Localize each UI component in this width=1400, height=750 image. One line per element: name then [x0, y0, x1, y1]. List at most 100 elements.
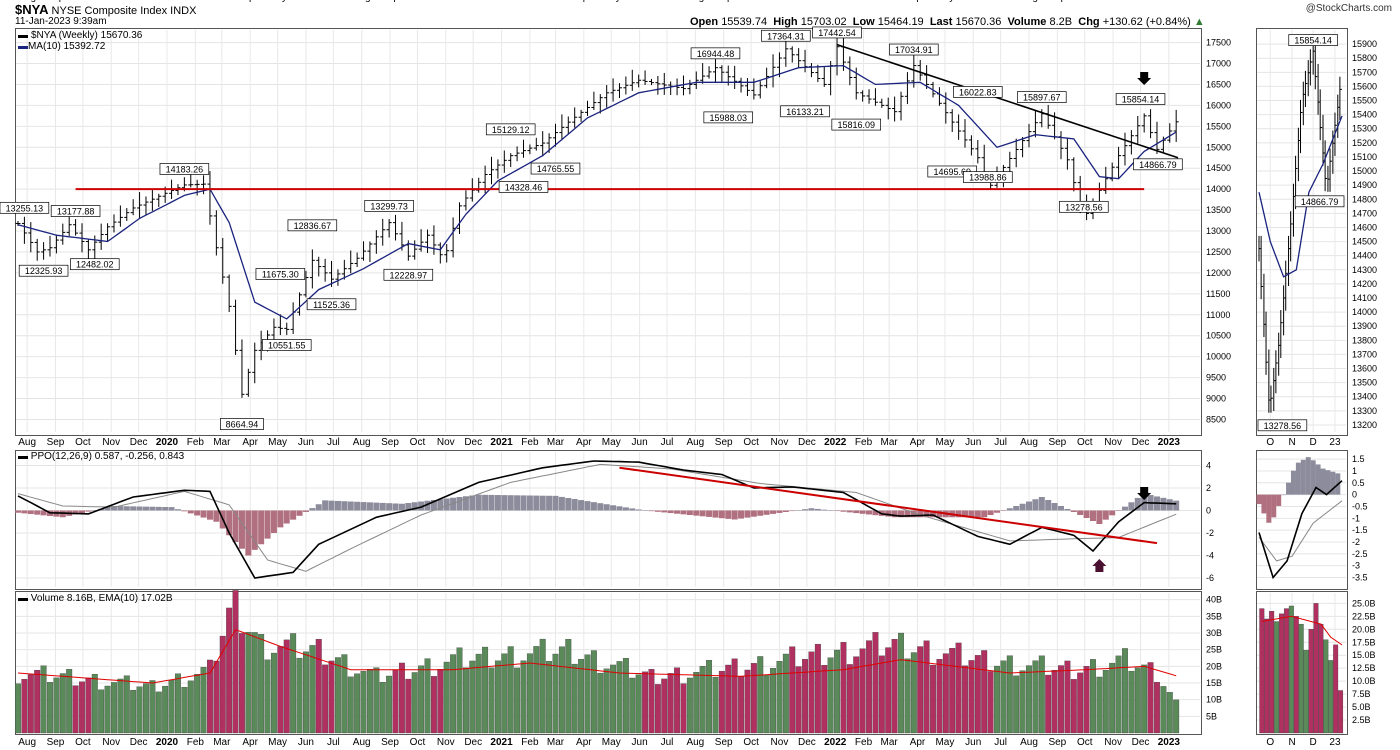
- volume-bar: [898, 632, 904, 734]
- volume-bar: [360, 671, 367, 734]
- ppo-histogram-bar: [770, 510, 777, 514]
- volume-bar: [98, 689, 105, 734]
- ppo-histogram-bar: [1089, 510, 1096, 521]
- down-arrow-icon: [1137, 72, 1152, 85]
- ppo-histogram-bar: [712, 510, 719, 518]
- volume-bar: [34, 669, 41, 734]
- zoom-ppo-histogram-bar: [1271, 494, 1277, 518]
- volume-bar: [616, 661, 623, 734]
- zoom-price-ytick-label: 14200: [1352, 279, 1377, 289]
- ppo-histogram-bar: [34, 510, 41, 515]
- ma-legend-swatch: ▬: [18, 41, 28, 53]
- ppo-histogram-bar: [398, 503, 405, 511]
- volume-bar: [354, 673, 361, 734]
- volume-bar: [1147, 662, 1154, 734]
- volume-bar: [194, 674, 201, 734]
- volume-bar: [520, 660, 527, 734]
- price-annotation-label: 14328.46: [505, 182, 543, 192]
- ppo-histogram-bar: [802, 509, 809, 511]
- volume-bar: [1026, 665, 1032, 734]
- volume-xtick-label: May: [935, 737, 954, 748]
- volume-bar: [750, 663, 757, 734]
- ppo-histogram-bar: [1109, 510, 1116, 516]
- price-annotation-label: 14695.69: [933, 167, 971, 177]
- low-label: Low: [852, 16, 875, 28]
- price-annotation-label: 13278.56: [1065, 202, 1103, 212]
- ppo-histogram-bar: [808, 508, 815, 511]
- price-annotation-box: [261, 339, 312, 351]
- zoom-annotation-label: 14866.79: [1301, 197, 1339, 207]
- price-xtick-label: Nov: [1104, 437, 1122, 448]
- zoom-ppo-signal-line: [1258, 500, 1343, 562]
- ppo-histogram-bar: [654, 510, 661, 512]
- ppo-histogram-bar: [1070, 510, 1077, 512]
- volume-bar: [15, 683, 21, 734]
- volume-bar: [187, 680, 194, 734]
- ppo-histogram-bar: [782, 510, 789, 512]
- ppo-histogram-bar: [110, 506, 117, 511]
- volume-bar: [936, 659, 943, 734]
- zoom-ppo-histogram-bar: [1256, 494, 1262, 505]
- volume-bar: [686, 677, 693, 734]
- price-annotation-label: 12228.97: [390, 270, 428, 280]
- ppo-histogram-bar: [1006, 508, 1013, 511]
- ppo-histogram-bar: [475, 494, 482, 511]
- ppo-grid-xtick-label: Mar: [547, 0, 565, 3]
- ppo-histogram-bar: [514, 495, 521, 511]
- volume-bar: [866, 640, 872, 734]
- price-annotation-label: 15129.12: [492, 125, 530, 135]
- ppo-grid-xtick-label: Oct: [1077, 0, 1093, 3]
- ppo-grid-xtick-label: 2022: [824, 0, 847, 3]
- price-xtick-label: Apr: [910, 437, 926, 448]
- zoom-annotation-label: 15854.14: [1294, 36, 1332, 46]
- ppo-grid-xtick-label: Jun: [632, 0, 648, 3]
- volume-bar: [1077, 672, 1084, 734]
- volume-bar: [1134, 667, 1141, 734]
- price-annotation-label: 16022.83: [959, 87, 997, 97]
- ppo-histogram-bar: [520, 495, 527, 511]
- ppo-panel[interactable]: [15, 450, 1202, 590]
- price-annotation-label: 15854.14: [1122, 94, 1160, 104]
- zoom-ppo-histogram-bar: [1320, 468, 1326, 495]
- price-ytick-label: 11000: [1206, 310, 1230, 320]
- volume-bar: [1070, 679, 1077, 734]
- volume-bar: [814, 643, 821, 734]
- volume-bar: [488, 667, 495, 734]
- zoom-volume-bar: [1308, 629, 1314, 734]
- price-xtick-label: Oct: [1077, 437, 1093, 448]
- volume-bar: [469, 660, 476, 734]
- volume-bar: [181, 686, 188, 734]
- volume-bar: [1166, 692, 1173, 734]
- volume-bar: [546, 661, 553, 734]
- zoom-annotation-box: [1257, 419, 1308, 432]
- price-ytick-label: 10500: [1206, 331, 1231, 341]
- ppo-histogram-bar: [674, 510, 681, 514]
- ma-legend-label: MA(10) 15392.72: [28, 41, 106, 53]
- ppo-histogram-bar: [72, 510, 79, 515]
- ppo-histogram-bar: [750, 510, 757, 517]
- ppo-grid-xtick-label: Apr: [576, 0, 592, 3]
- price-annotation-label: 13299.73: [370, 201, 408, 211]
- price-xtick-label: Feb: [855, 437, 873, 448]
- ppo-grid-xtick-label: Jun: [298, 0, 314, 3]
- volume-xtick-label: 2021: [490, 737, 513, 748]
- ppo-histogram-bar: [174, 509, 181, 511]
- volume-bar: [789, 646, 796, 734]
- price-annotation-box: [761, 29, 811, 42]
- volume-bar: [699, 666, 706, 734]
- ppo-histogram-bar: [955, 510, 962, 518]
- ppo-histogram-bar: [814, 508, 821, 511]
- zoom-volume-bar: [1328, 660, 1334, 734]
- zoom-price-ytick-label: 14400: [1352, 251, 1377, 261]
- price-legend: ▬ $NYA (Weekly) 15670.36 ▬MA(10) 15392.72: [18, 30, 142, 52]
- watermark: @StockCharts.com: [1305, 3, 1392, 14]
- volume-bar: [942, 653, 949, 734]
- price-xtick-label: May: [602, 437, 621, 448]
- volume-bar: [1000, 660, 1007, 734]
- price-xtick-label: 2020: [156, 437, 179, 448]
- price-panel[interactable]: [15, 28, 1202, 436]
- price-annotation-label: 14765.55: [537, 164, 575, 174]
- price-xtick-label: Aug: [1020, 437, 1038, 448]
- volume-bar: [1096, 676, 1103, 734]
- zoom-price-ytick-label: 14900: [1352, 180, 1377, 190]
